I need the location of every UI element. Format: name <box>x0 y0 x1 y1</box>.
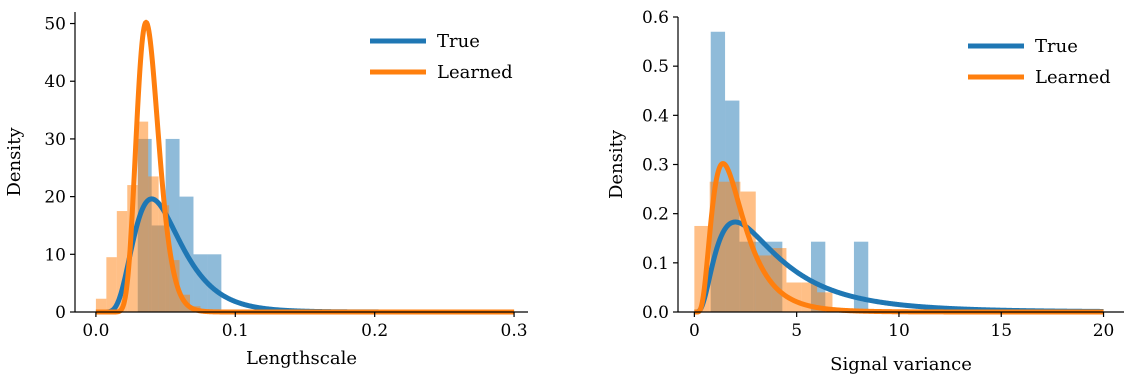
y-tick-label: 10 <box>44 245 66 265</box>
histogram-learned <box>694 181 833 312</box>
y-tick-label: 0.4 <box>642 106 669 126</box>
legend-label-true: True <box>437 31 480 52</box>
hist-bar-learned <box>106 257 117 312</box>
x-tick-label: 15 <box>990 321 1012 341</box>
legend-label-learned: Learned <box>1035 67 1111 88</box>
y-tick-label: 50 <box>44 15 66 35</box>
hist-bar-learned <box>116 211 128 312</box>
legend: True Learned <box>968 36 1111 88</box>
y-tick-label: 40 <box>44 72 66 92</box>
x-tick-label: 0 <box>689 321 700 341</box>
x-tick-label: 10 <box>888 321 910 341</box>
legend-label-learned: Learned <box>437 62 513 83</box>
y-tick-label: 0.5 <box>642 57 669 77</box>
y-tick-label: 30 <box>44 130 66 150</box>
hist-bar-learned <box>755 255 772 312</box>
x-tick-label: 0.2 <box>361 321 388 341</box>
y-axis-label: Density <box>606 129 627 199</box>
hist-bar-learned <box>725 181 741 312</box>
hist-bar-true <box>207 254 222 312</box>
hist-bar-learned <box>95 298 107 312</box>
y-tick-label: 0 <box>55 303 66 323</box>
y-tick-label: 0.2 <box>642 205 669 225</box>
legend-label-true: True <box>1035 36 1078 57</box>
y-axis-label: Density <box>4 127 25 197</box>
x-tick-label: 0.0 <box>82 321 109 341</box>
hist-bar-learned <box>137 121 149 312</box>
legend: True Learned <box>370 31 513 83</box>
y-tick-label: 0.0 <box>642 303 669 323</box>
x-tick-label: 0.1 <box>222 321 249 341</box>
signal-variance-panel: 0.0 0.1 0.2 0.3 0.4 0.5 0.6 0 5 10 15 20 Signal vari… <box>606 8 1124 375</box>
hist-bar-learned <box>169 260 180 312</box>
hist-bar-learned <box>158 205 170 312</box>
y-tick-label: 0.1 <box>642 254 669 274</box>
x-tick-label: 20 <box>1093 321 1115 341</box>
y-tick-label: 0.3 <box>642 156 669 176</box>
lengthscale-panel: 0 10 20 30 40 50 0.0 0.1 0.2 0.3 Lengthscale Densit… <box>4 12 528 369</box>
y-tick-label: 20 <box>44 188 66 208</box>
x-tick-label: 0.3 <box>501 321 528 341</box>
y-tick-label: 0.6 <box>642 8 669 28</box>
hist-bar-learned <box>148 176 159 312</box>
x-axis-label: Signal variance <box>830 354 972 375</box>
hist-bar-true <box>853 241 869 312</box>
x-tick-label: 5 <box>791 321 802 341</box>
x-axis-label: Lengthscale <box>246 348 357 369</box>
